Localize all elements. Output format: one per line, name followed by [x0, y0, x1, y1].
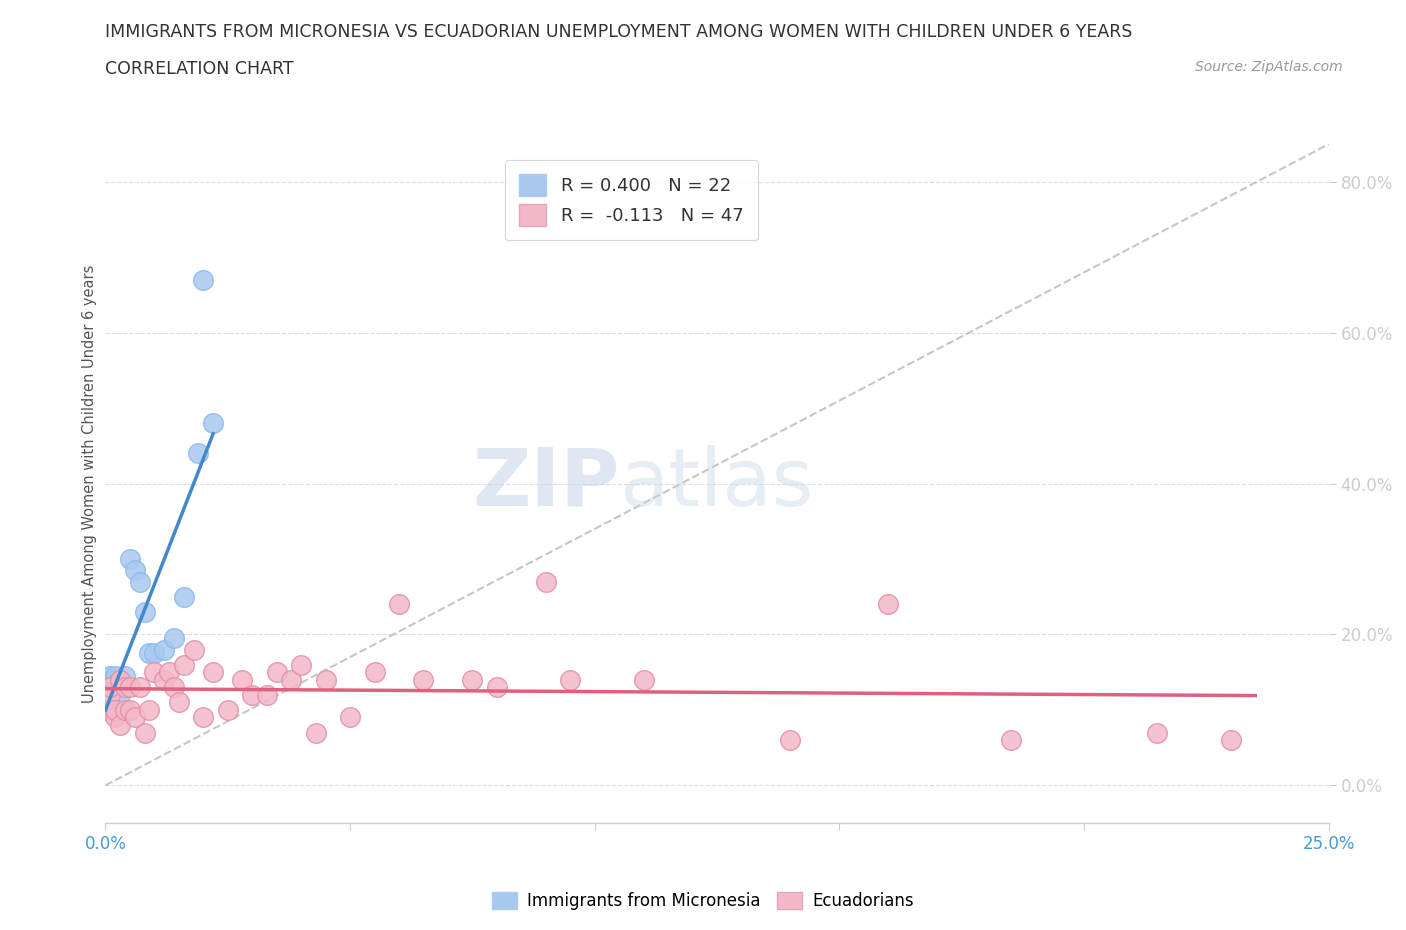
Point — [114, 702, 136, 717]
Point — [118, 551, 141, 566]
Legend: R = 0.400   N = 22, R =  -0.113   N = 47: R = 0.400 N = 22, R = -0.113 N = 47 — [505, 160, 758, 240]
Point — [138, 646, 160, 661]
Point — [290, 658, 312, 672]
Text: atlas: atlas — [619, 445, 814, 523]
Point — [305, 725, 328, 740]
Point — [163, 680, 186, 695]
Point — [108, 687, 131, 702]
Point — [167, 695, 190, 710]
Point — [534, 574, 557, 589]
Point — [98, 676, 121, 691]
Point — [114, 680, 136, 695]
Point — [217, 702, 239, 717]
Point — [143, 665, 166, 680]
Point — [339, 710, 361, 724]
Point — [104, 680, 127, 695]
Point — [143, 646, 166, 661]
Point — [94, 702, 117, 717]
Point — [118, 680, 141, 695]
Point — [187, 446, 209, 461]
Point — [231, 672, 253, 687]
Legend: Immigrants from Micronesia, Ecuadorians: Immigrants from Micronesia, Ecuadorians — [485, 885, 921, 917]
Point — [138, 702, 160, 717]
Point — [485, 680, 508, 695]
Point — [315, 672, 337, 687]
Point — [388, 597, 411, 612]
Point — [108, 672, 131, 687]
Y-axis label: Unemployment Among Women with Children Under 6 years: Unemployment Among Women with Children U… — [82, 264, 97, 703]
Point — [128, 680, 150, 695]
Point — [240, 687, 263, 702]
Point — [202, 665, 225, 680]
Point — [98, 669, 121, 684]
Point — [877, 597, 900, 612]
Point — [98, 672, 121, 687]
Point — [108, 676, 131, 691]
Point — [124, 710, 146, 724]
Point — [104, 669, 127, 684]
Point — [633, 672, 655, 687]
Point — [108, 718, 131, 733]
Point — [256, 687, 278, 702]
Point — [98, 687, 121, 702]
Point — [104, 702, 127, 717]
Point — [412, 672, 434, 687]
Point — [280, 672, 302, 687]
Point — [163, 631, 186, 645]
Point — [104, 672, 127, 687]
Text: CORRELATION CHART: CORRELATION CHART — [105, 60, 294, 78]
Point — [461, 672, 484, 687]
Point — [1219, 733, 1241, 748]
Point — [114, 669, 136, 684]
Point — [1000, 733, 1022, 748]
Point — [153, 642, 176, 657]
Point — [104, 710, 127, 724]
Point — [118, 702, 141, 717]
Point — [153, 672, 176, 687]
Point — [560, 672, 582, 687]
Point — [108, 672, 131, 687]
Point — [202, 416, 225, 431]
Text: ZIP: ZIP — [472, 445, 619, 523]
Point — [134, 604, 156, 619]
Point — [363, 665, 385, 680]
Point — [183, 642, 205, 657]
Point — [173, 590, 195, 604]
Point — [157, 665, 180, 680]
Point — [1146, 725, 1168, 740]
Point — [266, 665, 288, 680]
Point — [98, 680, 121, 695]
Point — [124, 563, 146, 578]
Point — [193, 272, 215, 287]
Point — [779, 733, 801, 748]
Point — [134, 725, 156, 740]
Text: IMMIGRANTS FROM MICRONESIA VS ECUADORIAN UNEMPLOYMENT AMONG WOMEN WITH CHILDREN : IMMIGRANTS FROM MICRONESIA VS ECUADORIAN… — [105, 23, 1133, 41]
Point — [193, 710, 215, 724]
Text: Source: ZipAtlas.com: Source: ZipAtlas.com — [1195, 60, 1343, 74]
Point — [128, 574, 150, 589]
Point — [173, 658, 195, 672]
